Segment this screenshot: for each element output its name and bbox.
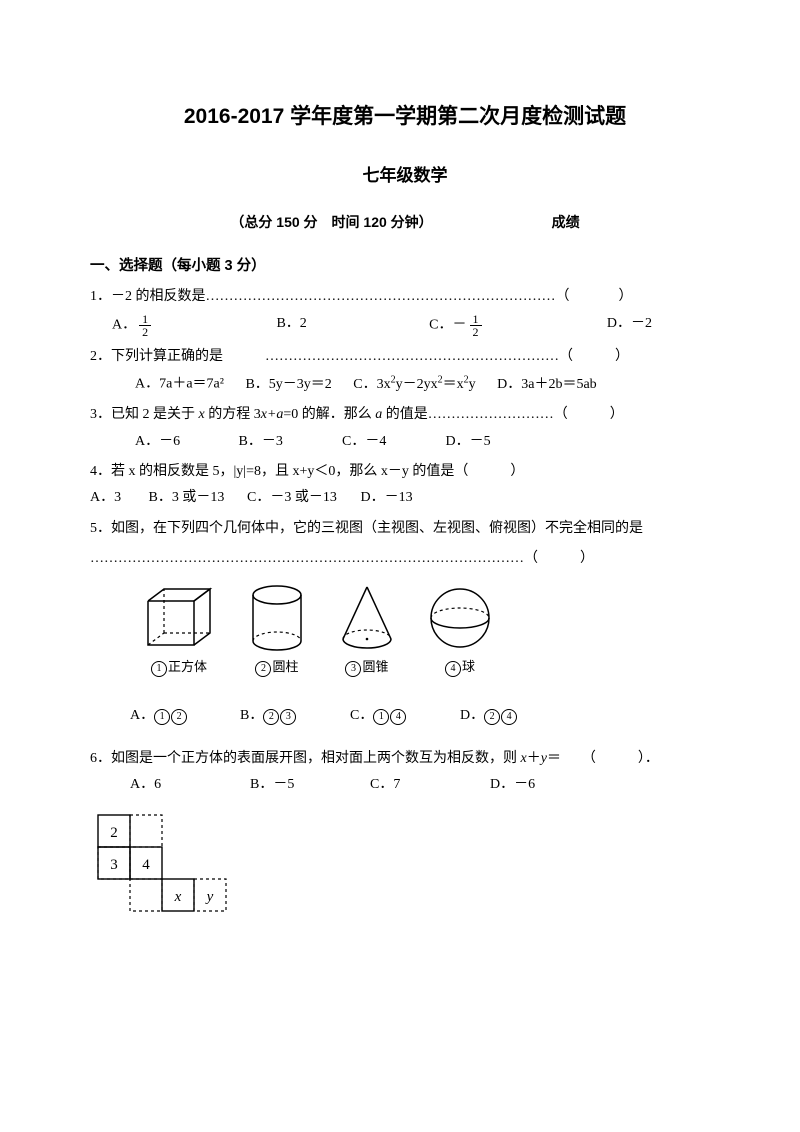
net-label-2: 2: [110, 825, 118, 841]
figure-cube: 1正方体: [140, 583, 218, 678]
q5-optC: C．14: [350, 705, 460, 727]
net-label-3: 3: [110, 857, 118, 873]
exam-page: 2016-2017 学年度第一学期第二次月度检测试题 七年级数学 （总分 150…: [0, 0, 800, 1132]
net-label-4: 4: [142, 857, 150, 873]
exam-meta: （总分 150 分 时间 120 分钟）: [230, 214, 432, 230]
q5-optB: B．23: [240, 705, 350, 727]
q4-stem: 4．若 x 的相反数是 5，|y|=8，且 x+y＜0，那么 x－y 的值是（ …: [90, 464, 524, 479]
q3-optC: C．－4: [342, 431, 442, 453]
q3-options: A．－6 B．－3 C．－4 D．－5: [135, 431, 720, 453]
figure-cylinder: 2圆柱: [246, 583, 308, 678]
question-3: 3．已知 2 是关于 x 的方程 3x+a=0 的解．那么 a 的值是………………: [90, 404, 720, 426]
q1-options: A．12 B．2 C．－12 D．－2: [112, 313, 720, 338]
cube-icon: [140, 583, 218, 653]
question-5: 5．如图，在下列四个几何体中，它的三视图（主视图、左视图、俯视图）不完全相同的是: [90, 518, 720, 540]
q3-optD: D．－5: [446, 431, 546, 453]
cylinder-icon: [246, 583, 308, 653]
q1-optC: C．－12: [429, 313, 484, 338]
question-1: 1．－2 的相反数是…………………………………………………………………（ ）: [90, 286, 720, 308]
cube-net-figure: 2 3 4 x y: [90, 807, 250, 927]
answer-blank[interactable]: [573, 289, 615, 304]
q4-optA: A．3: [90, 487, 145, 509]
q4-options: A．3 B．3 或－13 C．－3 或－13 D．－13: [90, 487, 720, 509]
question-6: 6．如图是一个正方体的表面展开图，相对面上两个数互为相反数，则 x＋y＝ （ ）…: [90, 748, 720, 770]
cone-icon: [336, 583, 398, 653]
q6-optC: C．7: [370, 774, 490, 796]
q5-dots: …………………………………………………………………………………（ ）: [90, 548, 720, 570]
net-label-x: x: [174, 889, 182, 905]
q2-options: A．7a＋a＝7a² B．5y－3y＝2 C．3x2y－2yx2＝x2y D．3…: [135, 372, 720, 396]
q1-optA: A．12: [112, 313, 154, 338]
exam-info-line: （总分 150 分 时间 120 分钟） 成绩: [90, 211, 720, 233]
q1-stem1: 1．－2 的相反数是…………………………………………………………………（: [90, 289, 570, 304]
q6-optD: D．－6: [490, 774, 610, 796]
q4-optB: B．3 或－13: [149, 487, 244, 509]
q5-figures: 1正方体 2圆柱 3圆锥: [140, 583, 720, 678]
q5-options: A．12 B．23 C．14 D．24: [130, 705, 720, 727]
q2-optA: A．7a＋a＝7a²: [135, 377, 224, 392]
q4-optC: C．－3 或－13: [247, 487, 357, 509]
q3-optA: A．－6: [135, 431, 235, 453]
net-label-y: y: [205, 889, 214, 905]
q3-optB: B．－3: [239, 431, 339, 453]
q4-optD: D．－13: [361, 487, 441, 509]
q2-optD: D．3a＋2b＝5ab: [497, 377, 597, 392]
q5-stem: 5．如图，在下列四个几何体中，它的三视图（主视图、左视图、俯视图）不完全相同的是: [90, 521, 643, 536]
figure-sphere: 4球: [426, 583, 494, 678]
figure-cone: 3圆锥: [336, 583, 398, 678]
q1-optD: D．－2: [607, 313, 652, 338]
q5-optD: D．24: [460, 705, 570, 727]
q6-optB: B．－5: [250, 774, 370, 796]
q2-stem: 2．下列计算正确的是 ………………………………………………………（ ）: [90, 349, 629, 364]
section-1-header: 一、选择题（每小题 3 分）: [90, 255, 720, 278]
q1-stem2: ）: [619, 289, 633, 304]
document-subtitle: 七年级数学: [90, 162, 720, 189]
question-4: 4．若 x 的相反数是 5，|y|=8，且 x+y＜0，那么 x－y 的值是（ …: [90, 461, 720, 483]
score-label: 成绩: [552, 214, 580, 230]
q6-optA: A．6: [130, 774, 250, 796]
q6-options: A．6 B．－5 C．7 D．－6: [130, 774, 720, 796]
q5-optA: A．12: [130, 705, 240, 727]
question-2: 2．下列计算正确的是 ………………………………………………………（ ）: [90, 346, 720, 368]
document-title: 2016-2017 学年度第一学期第二次月度检测试题: [90, 100, 720, 134]
q2-optC: C．3x2y－2yx2＝x2y: [353, 377, 479, 392]
sphere-icon: [426, 583, 494, 653]
q1-optB: B．2: [276, 313, 306, 338]
q2-optB: B．5y－3y＝2: [245, 377, 331, 392]
